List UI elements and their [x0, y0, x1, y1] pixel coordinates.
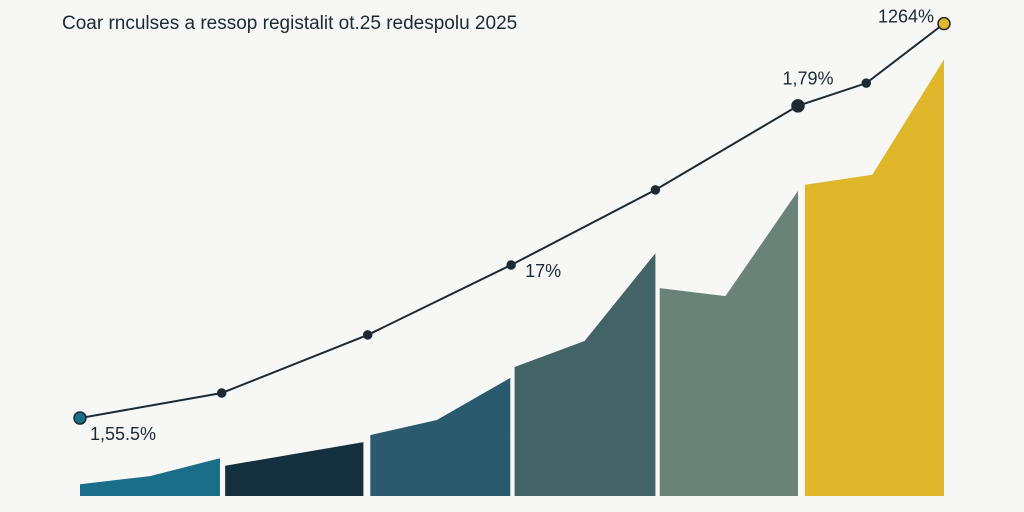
marker: [791, 99, 805, 113]
marker: [506, 260, 516, 270]
annotation: 17%: [525, 261, 561, 281]
marker: [937, 16, 951, 31]
area-segment: [804, 59, 944, 497]
area-segment: [225, 442, 364, 496]
annotation: 1,55.5%: [90, 424, 156, 444]
chart-title: Coar rnculses a ressop registalit ot.25 …: [62, 13, 517, 34]
area-segment: [514, 253, 656, 496]
marker: [216, 388, 227, 398]
area-segment: [80, 458, 220, 496]
area-segment: [659, 190, 798, 496]
marker: [362, 330, 373, 340]
area-segment: [370, 377, 511, 496]
marker: [650, 185, 661, 195]
marker: [73, 411, 87, 425]
annotation: 1,79%: [782, 69, 833, 89]
line: [79, 22, 945, 420]
annotation: 1264%: [878, 6, 934, 26]
marker: [861, 78, 871, 88]
